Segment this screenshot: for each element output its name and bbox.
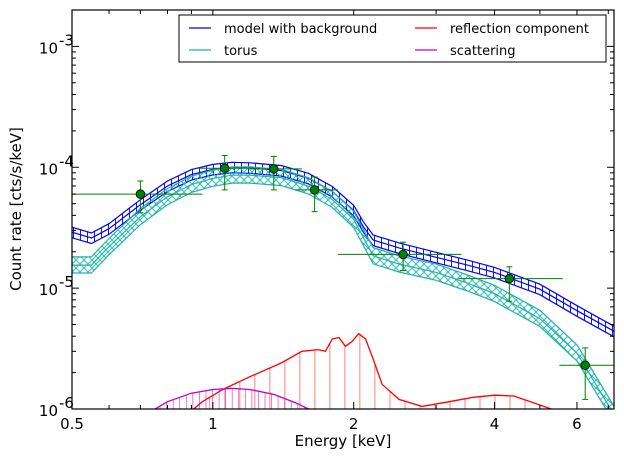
series-line-2 — [192, 332, 554, 409]
x-tick-label-0: 0.5 — [60, 415, 84, 433]
legend: model with background torus reflection com… — [178, 14, 607, 63]
data-point — [398, 249, 408, 260]
series-lower-line-1 — [72, 182, 607, 409]
x-tick-label-3: 4 — [490, 415, 500, 433]
y-tick-exponent-3: -3 — [59, 31, 74, 49]
y-tick-label-0: 10 — [39, 402, 58, 420]
data-point-group-6 — [559, 347, 614, 400]
series-band-0 — [72, 162, 614, 337]
data-point — [219, 163, 230, 174]
y-tick-label-3: 10 — [39, 39, 58, 57]
y-axis-label: Count rate [cts/s/keV] — [7, 127, 25, 291]
y-tick-label-1: 10 — [39, 281, 58, 299]
plot-area — [72, 155, 614, 419]
data-point — [309, 185, 320, 195]
legend-label-1: torus — [224, 44, 258, 59]
series-upper-line-0 — [72, 161, 614, 327]
y-tick-label-2: 10 — [39, 160, 58, 178]
y-tick-exponent-2: -4 — [59, 152, 74, 170]
legend-label-0: model with background — [224, 22, 377, 37]
legend-label-3: scattering — [450, 44, 516, 59]
data-point-group-3 — [295, 176, 338, 213]
series-line-3 — [153, 387, 311, 409]
plot-frame — [71, 9, 615, 410]
series-band-1 — [72, 166, 614, 409]
x-tick-label-4: 6 — [572, 415, 582, 433]
data-point-group-4 — [337, 241, 462, 271]
data-point — [580, 360, 590, 371]
axis-ticks — [71, 10, 614, 410]
x-axis-label: Energy [keV] — [295, 432, 392, 450]
legend-label-2: reflection component — [450, 22, 589, 37]
data-point-group-5 — [458, 266, 563, 302]
data-point — [504, 273, 515, 284]
x-tick-label-2: 2 — [349, 415, 359, 433]
data-point-group-1 — [195, 155, 257, 191]
tick-labels: 0.5 1 2 4 610-610-510-410-3 — [39, 31, 582, 433]
series-upper-line-1 — [72, 166, 614, 407]
series-line-1 — [72, 174, 612, 409]
data-point-group-2 — [249, 155, 302, 191]
y-tick-exponent-0: -6 — [59, 394, 74, 412]
data-point-group-0 — [72, 180, 203, 214]
legend-box — [178, 14, 607, 63]
y-tick-exponent-1: -5 — [59, 273, 74, 291]
x-tick-label-1: 1 — [208, 415, 218, 433]
data-point — [269, 164, 279, 174]
series-anchor-2 — [180, 414, 570, 419]
data-point — [135, 189, 146, 199]
